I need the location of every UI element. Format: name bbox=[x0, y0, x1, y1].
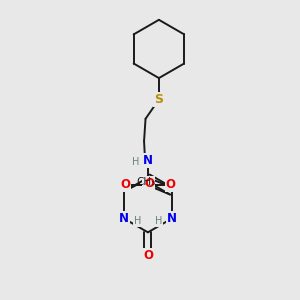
Text: CH₃: CH₃ bbox=[136, 177, 155, 187]
Text: O: O bbox=[143, 249, 153, 262]
Text: H: H bbox=[134, 216, 141, 226]
Text: S: S bbox=[143, 178, 152, 191]
Text: S: S bbox=[154, 93, 164, 106]
Text: N: N bbox=[167, 212, 177, 225]
Text: O: O bbox=[166, 178, 176, 191]
Text: N: N bbox=[119, 212, 129, 225]
Text: H: H bbox=[154, 216, 162, 226]
Text: H: H bbox=[132, 157, 140, 167]
Text: O: O bbox=[144, 177, 154, 190]
Text: O: O bbox=[120, 178, 130, 191]
Text: N: N bbox=[143, 154, 153, 167]
